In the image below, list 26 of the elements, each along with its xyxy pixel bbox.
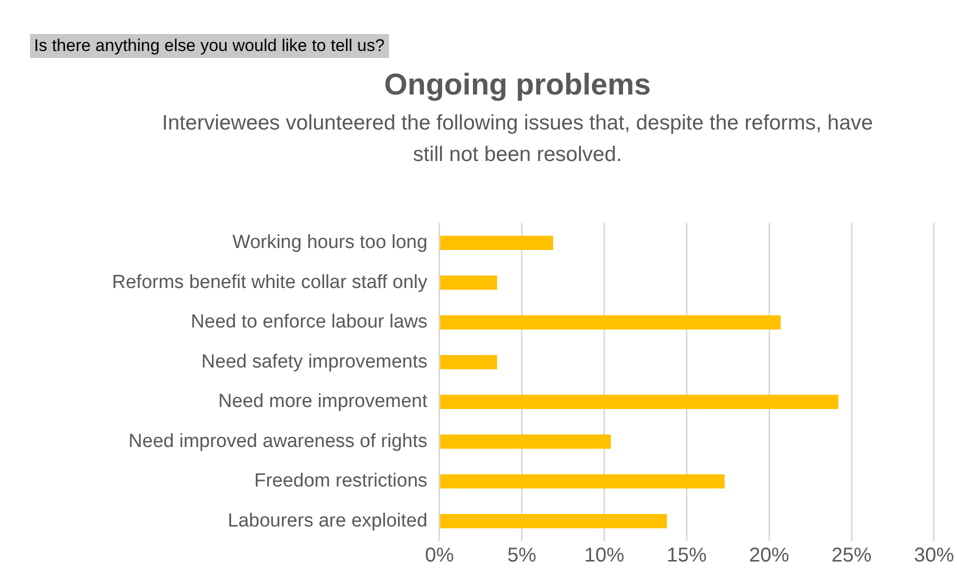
x-tick-label: 5% bbox=[507, 544, 536, 567]
y-tick-label: Need more improvement bbox=[218, 391, 428, 412]
x-tick-label: 20% bbox=[749, 544, 790, 567]
y-tick-label: Need safety improvements bbox=[201, 351, 428, 372]
x-tick-label: 0% bbox=[424, 544, 454, 567]
x-tick-label: 10% bbox=[584, 544, 624, 567]
bar bbox=[440, 275, 498, 290]
bar bbox=[440, 514, 667, 528]
x-tick-label: 15% bbox=[666, 544, 707, 567]
x-tick-label: 30% bbox=[914, 544, 954, 567]
chart-title: Ongoing problems bbox=[384, 68, 651, 102]
bar bbox=[440, 236, 554, 250]
bar bbox=[440, 474, 725, 489]
y-tick-label: Labourers are exploited bbox=[228, 510, 428, 532]
y-tick-label: Need to enforce labour laws bbox=[190, 312, 428, 333]
bar bbox=[440, 315, 781, 330]
y-tick-label: Freedom restrictions bbox=[254, 470, 428, 492]
y-tick-label: Reforms benefit white collar staff only bbox=[112, 272, 428, 293]
text: Is there anything else you would like to tell us? bbox=[30, 34, 389, 58]
bar bbox=[440, 394, 838, 410]
chart-subtitle: Interviewees volunteered the following issues that, despite the reforms, have still not been resolved. bbox=[162, 112, 873, 166]
y-tick-label: Need improved awareness of rights bbox=[128, 430, 428, 452]
bar bbox=[440, 434, 611, 449]
bar bbox=[440, 354, 498, 370]
x-tick-label: 25% bbox=[832, 544, 872, 567]
y-tick-label: Working hours too long bbox=[232, 232, 428, 254]
